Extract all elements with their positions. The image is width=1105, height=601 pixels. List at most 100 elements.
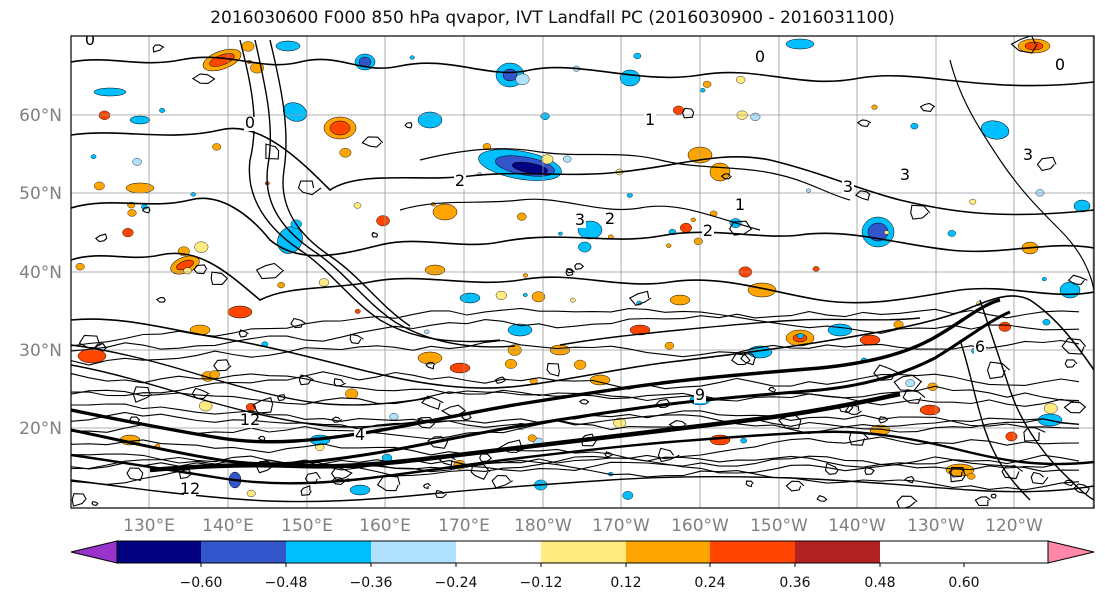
anomaly-patch <box>339 147 352 158</box>
anomaly-patch <box>797 332 805 339</box>
anomaly-patch <box>967 473 976 480</box>
contour-line <box>331 416 343 424</box>
contour-line <box>767 387 777 393</box>
anomaly-patch <box>512 161 548 175</box>
contour-label: 3 <box>900 165 910 184</box>
contour-label: 1 <box>735 195 745 214</box>
anomaly-patch <box>540 112 550 120</box>
anomaly-patch <box>622 491 634 500</box>
anomaly-patch <box>354 309 361 314</box>
contour-line <box>903 475 915 484</box>
contour-line <box>438 455 456 467</box>
contour-line <box>71 344 431 406</box>
anomaly-patches <box>75 38 1091 500</box>
anomaly-patch <box>75 263 85 271</box>
contour-line <box>974 496 991 507</box>
contour-line <box>265 143 280 160</box>
anomaly-patch <box>619 69 641 87</box>
map-title: 2016030600 F000 850 hPa qvapor, IVT Land… <box>210 8 895 28</box>
contour-line <box>71 295 1094 389</box>
anomaly-patch <box>345 388 359 400</box>
contour-line <box>565 268 575 277</box>
contour-label-bg <box>244 117 256 131</box>
anomaly-patch <box>629 324 651 336</box>
anomaly-patch <box>315 443 325 451</box>
anomaly-patch <box>740 437 747 444</box>
anomaly-patch <box>77 348 107 364</box>
anomaly-patch <box>212 143 222 151</box>
contour-line <box>71 127 1094 216</box>
contour-line <box>304 471 321 485</box>
lat-label: 30°N <box>19 341 62 361</box>
contour-line <box>728 220 753 236</box>
contour-line <box>1063 401 1087 414</box>
contour-line <box>71 197 1094 257</box>
contour-line <box>126 467 144 482</box>
anomaly-patch <box>527 434 537 442</box>
contour-label: 6 <box>975 337 985 356</box>
contour-line <box>1064 359 1078 368</box>
anomaly-patch <box>998 321 1012 332</box>
contour-line <box>252 397 274 414</box>
anomaly-patch <box>1043 402 1058 414</box>
colorbar-tick-label: −0.48 <box>265 575 308 591</box>
contour-line <box>376 475 401 492</box>
anomaly-patch <box>578 241 592 253</box>
anomaly-patch <box>871 104 878 110</box>
contour-line <box>71 307 1080 347</box>
contour-line <box>371 231 379 238</box>
anomaly-patch <box>859 334 881 346</box>
anomaly-patch <box>531 291 546 303</box>
anomaly-patch <box>459 292 481 304</box>
lon-label: 130°E <box>123 516 175 536</box>
contour-line <box>71 430 1094 485</box>
graticule <box>71 36 1094 508</box>
colorbar-extend-high <box>1047 540 1095 564</box>
lon-label: 150°W <box>750 516 808 536</box>
anomaly-patch <box>94 181 105 191</box>
contour-line <box>949 59 1094 291</box>
anomaly-patch <box>884 230 890 235</box>
lon-label: 150°E <box>281 516 333 536</box>
contour-label-bg <box>184 483 196 497</box>
contour-line <box>277 394 286 402</box>
contour-line <box>440 404 466 416</box>
colorbar-tick-label: 0.12 <box>610 575 641 591</box>
contour-line <box>1023 426 1046 442</box>
anomaly-patch <box>1042 319 1051 326</box>
anomaly-patch <box>558 231 563 236</box>
contour-line <box>919 102 936 112</box>
anomaly-patch <box>227 305 253 319</box>
anomaly-patch <box>812 266 820 272</box>
contour-line <box>427 436 449 449</box>
colorbar-segment <box>456 541 541 563</box>
colorbar-segment <box>541 541 626 563</box>
contour-line <box>720 173 732 180</box>
anomaly-patch <box>432 203 458 221</box>
contour-label-bg <box>694 389 706 403</box>
contour-line <box>844 404 862 415</box>
contour-label: 9 <box>695 385 705 404</box>
longitude-labels: 130°E 140°E 150°E 160°E 170°E 180°W 170°W 160°W… <box>123 516 1043 536</box>
contour-line <box>854 190 871 201</box>
contour-line <box>419 148 851 201</box>
anomaly-patch <box>129 115 151 125</box>
contour-line <box>864 467 875 475</box>
contour-label-bg <box>702 225 714 239</box>
anomaly-patch <box>669 294 691 306</box>
anomaly-patch <box>905 379 916 388</box>
contour-label: 0 <box>85 30 95 49</box>
contour-line <box>628 290 652 306</box>
contour-line <box>404 121 413 129</box>
anomaly-patch <box>507 323 533 337</box>
anomaly-patch <box>573 359 587 370</box>
contour-line <box>71 436 1080 460</box>
colorbar-segment <box>286 541 371 563</box>
contour-line <box>578 399 590 405</box>
anomaly-patch <box>702 80 712 88</box>
colorbar-segment <box>371 541 456 563</box>
anomaly-patch <box>666 243 672 248</box>
lon-label: 160°W <box>671 516 729 536</box>
